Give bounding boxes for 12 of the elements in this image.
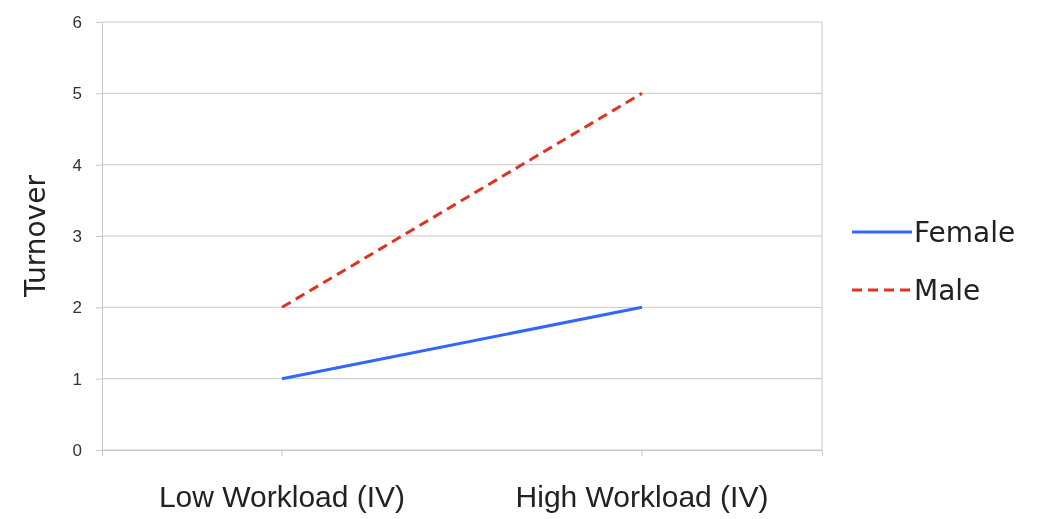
y-tick-label: 2 <box>72 298 82 318</box>
y-axis-title: Turnover <box>19 174 52 298</box>
x-tick-label: High Workload (IV) <box>515 480 769 514</box>
y-tick-label: 6 <box>72 12 82 32</box>
legend-label: Male <box>914 274 981 307</box>
y-tick-label: 4 <box>72 155 82 175</box>
legend-label: Female <box>914 216 1016 249</box>
y-tick-label: 0 <box>72 440 82 460</box>
y-tick-label: 1 <box>72 369 82 389</box>
y-tick-label: 5 <box>72 84 82 104</box>
y-tick-label: 3 <box>72 226 82 246</box>
x-tick-label: Low Workload (IV) <box>158 480 406 514</box>
